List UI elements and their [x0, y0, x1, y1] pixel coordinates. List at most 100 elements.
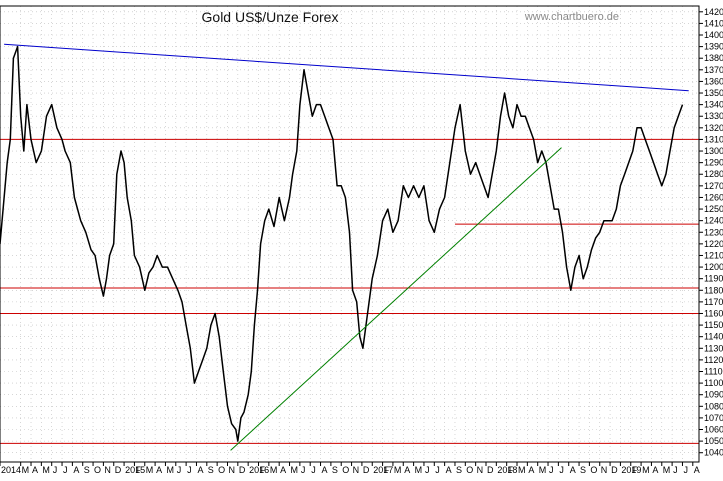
y-tick-label: 1380 — [704, 53, 723, 63]
horizontal-support-lines — [0, 138, 699, 444]
y-tick-label: 1200 — [704, 262, 723, 272]
x-tick-label: O — [466, 465, 473, 475]
x-tick-label: S — [580, 465, 586, 475]
y-tick-label: 1220 — [704, 239, 723, 249]
x-tick-label: J — [177, 465, 182, 475]
y-tick-label: 1250 — [704, 204, 723, 214]
y-tick-label: 1210 — [704, 250, 723, 260]
x-tick-label: J — [311, 465, 316, 475]
x-tick-label: F — [384, 465, 390, 475]
y-tick-label: 1140 — [704, 332, 723, 342]
x-tick-label: N — [228, 465, 235, 475]
x-tick-label: O — [342, 465, 349, 475]
plot-frame — [0, 5, 700, 463]
y-tick-label: 1040 — [704, 448, 723, 458]
x-tick-label: J — [435, 465, 440, 475]
y-tick-label: 1090 — [704, 390, 723, 400]
y-tick-label: 1230 — [704, 227, 723, 237]
y-tick-label: 1160 — [704, 308, 723, 318]
y-tick-label: 1320 — [704, 123, 723, 133]
x-tick-label: A — [446, 465, 452, 475]
x-tick-label: J — [301, 465, 306, 475]
x-tick-label: J — [63, 465, 68, 475]
x-tick-label: M — [539, 465, 547, 475]
x-tick-label: A — [32, 465, 38, 475]
y-tick-label: 1390 — [704, 42, 723, 52]
x-tick-label: D — [239, 465, 246, 475]
x-tick-label: F — [508, 465, 514, 475]
y-tick-label: 1340 — [704, 100, 723, 110]
x-tick-label: S — [456, 465, 462, 475]
x-tick-label: S — [208, 465, 214, 475]
x-tick-label: S — [84, 465, 90, 475]
y-tick-label: 1080 — [704, 401, 723, 411]
x-tick-label: O — [94, 465, 101, 475]
y-tick-label: 1050 — [704, 436, 723, 446]
x-tick-label: 2016 — [249, 465, 269, 475]
x-tick-label: J — [549, 465, 554, 475]
x-tick-label: J — [187, 465, 192, 475]
y-tick-label: 1120 — [704, 355, 723, 365]
price-line — [0, 45, 684, 442]
x-tick-label: N — [353, 465, 360, 475]
y-tick-label: 1260 — [704, 192, 723, 202]
x-tick-label: M — [663, 465, 671, 475]
x-tick-label: N — [601, 465, 608, 475]
x-tick-label: 2019 — [621, 465, 641, 475]
y-tick-label: 1130 — [704, 343, 723, 353]
x-tick-label: A — [694, 465, 700, 475]
x-tick-label: J — [683, 465, 688, 475]
x-tick-label: A — [197, 465, 203, 475]
y-tick-label: 1280 — [704, 169, 723, 179]
x-tick-label: D — [487, 465, 494, 475]
series — [0, 43, 689, 451]
x-tick-label: A — [652, 465, 658, 475]
y-tick-label: 1310 — [704, 134, 723, 144]
x-tick-label: A — [322, 465, 328, 475]
y-tick-label: 1270 — [704, 181, 723, 191]
x-tick-label: 2014 — [1, 465, 21, 475]
x-tick-label: A — [280, 465, 286, 475]
y-tick-label: 1110 — [704, 366, 723, 376]
grid — [0, 6, 699, 462]
x-tick-label: N — [477, 465, 484, 475]
x-tick-label: D — [115, 465, 122, 475]
y-tick-label: 1370 — [704, 65, 723, 75]
x-tick-label: J — [559, 465, 564, 475]
y-tick-label: 1300 — [704, 146, 723, 156]
y-tick-label: 1290 — [704, 158, 723, 168]
x-tick-label: D — [611, 465, 618, 475]
x-tick-label: 2017 — [373, 465, 393, 475]
x-tick-label: M — [642, 465, 650, 475]
x-tick-label: F — [135, 465, 141, 475]
x-tick-label: M — [42, 465, 50, 475]
y-tick-label: 1150 — [704, 320, 723, 330]
x-tick-label: M — [22, 465, 30, 475]
y-tick-label: 1330 — [704, 111, 723, 121]
x-tick-label: N — [104, 465, 111, 475]
x-tick-label: M — [394, 465, 402, 475]
y-tick-label: 1240 — [704, 216, 723, 226]
x-tick-label: O — [218, 465, 225, 475]
y-tick-label: 1420 — [704, 7, 723, 17]
x-tick-label: M — [270, 465, 278, 475]
y-tick-label: 1100 — [704, 378, 723, 388]
y-tick-label: 1190 — [704, 274, 723, 284]
resistance-trendline — [4, 43, 689, 92]
y-tick-label: 1180 — [704, 285, 723, 295]
x-tick-label: F — [260, 465, 266, 475]
x-tick-label: J — [53, 465, 58, 475]
x-tick-label: M — [415, 465, 423, 475]
x-tick-label: M — [518, 465, 526, 475]
x-tick-label: M — [166, 465, 174, 475]
x-tick-label: D — [363, 465, 370, 475]
y-tick-label: 1060 — [704, 425, 723, 435]
x-tick-label: 2015 — [125, 465, 145, 475]
x-tick-label: A — [528, 465, 534, 475]
x-tick-label: J — [425, 465, 430, 475]
